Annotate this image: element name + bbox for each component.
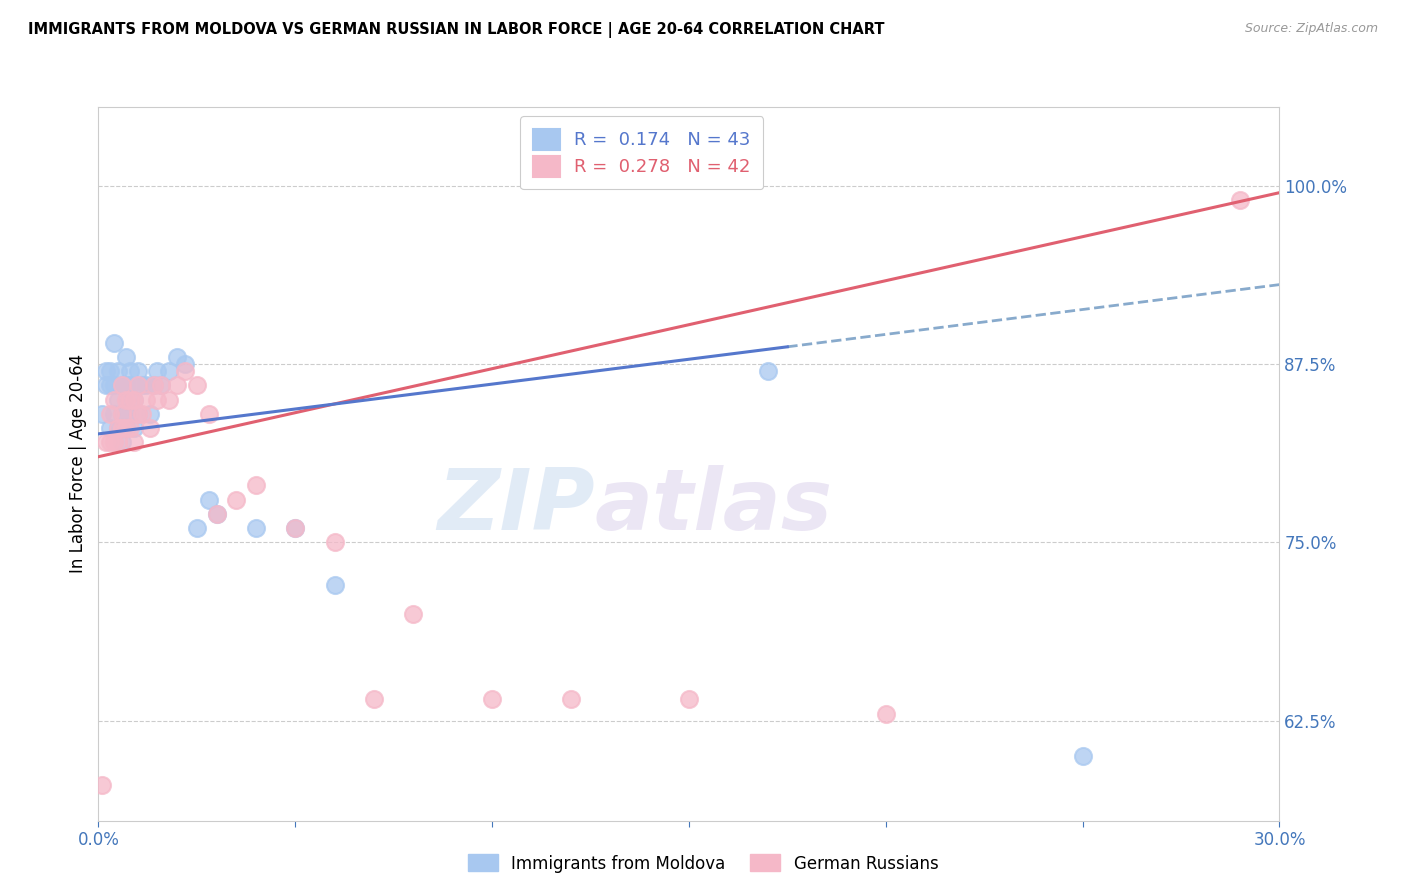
Point: [127, 364, 149, 378]
Point: [756, 364, 779, 378]
Text: ZIP: ZIP: [437, 465, 595, 549]
Point: [186, 521, 208, 535]
Point: [98, 407, 121, 421]
Point: [111, 435, 134, 450]
Point: [481, 692, 503, 706]
Point: [150, 378, 173, 392]
Point: [875, 706, 897, 721]
Point: [174, 357, 197, 371]
Point: [560, 692, 582, 706]
Point: [115, 421, 138, 435]
Point: [115, 350, 138, 364]
Point: [678, 692, 700, 706]
Point: [363, 692, 385, 706]
Legend: Immigrants from Moldova, German Russians: Immigrants from Moldova, German Russians: [461, 847, 945, 880]
Point: [115, 407, 138, 421]
Point: [115, 421, 138, 435]
Point: [138, 421, 160, 435]
Point: [111, 421, 134, 435]
Y-axis label: In Labor Force | Age 20-64: In Labor Force | Age 20-64: [69, 354, 87, 574]
Point: [166, 350, 188, 364]
Point: [197, 407, 219, 421]
Point: [122, 392, 145, 407]
Point: [284, 521, 307, 535]
Text: Source: ZipAtlas.com: Source: ZipAtlas.com: [1244, 22, 1378, 36]
Point: [174, 364, 197, 378]
Point: [98, 421, 121, 435]
Point: [103, 335, 125, 350]
Point: [107, 364, 129, 378]
Point: [111, 407, 134, 421]
Point: [118, 407, 141, 421]
Point: [96, 364, 118, 378]
Point: [118, 364, 141, 378]
Point: [122, 421, 145, 435]
Point: [225, 492, 247, 507]
Point: [98, 435, 121, 450]
Point: [115, 378, 138, 392]
Point: [111, 378, 134, 392]
Point: [135, 392, 157, 407]
Point: [146, 364, 169, 378]
Point: [91, 778, 114, 792]
Point: [98, 378, 121, 392]
Point: [103, 392, 125, 407]
Point: [111, 378, 134, 392]
Text: IMMIGRANTS FROM MOLDOVA VS GERMAN RUSSIAN IN LABOR FORCE | AGE 20-64 CORRELATION: IMMIGRANTS FROM MOLDOVA VS GERMAN RUSSIA…: [28, 22, 884, 38]
Point: [245, 521, 267, 535]
Point: [284, 521, 307, 535]
Point: [127, 407, 149, 421]
Legend: R =  0.174   N = 43, R =  0.278   N = 42: R = 0.174 N = 43, R = 0.278 N = 42: [520, 116, 763, 189]
Point: [142, 378, 165, 392]
Point: [107, 421, 129, 435]
Point: [323, 578, 346, 592]
Point: [146, 392, 169, 407]
Point: [205, 507, 228, 521]
Point: [197, 492, 219, 507]
Point: [107, 421, 129, 435]
Text: atlas: atlas: [595, 465, 832, 549]
Point: [111, 407, 134, 421]
Point: [103, 407, 125, 421]
Point: [122, 392, 145, 407]
Point: [166, 378, 188, 392]
Point: [323, 535, 346, 549]
Point: [127, 378, 149, 392]
Point: [122, 435, 145, 450]
Point: [118, 392, 141, 407]
Point: [135, 378, 157, 392]
Point: [157, 364, 180, 378]
Point: [131, 378, 153, 392]
Point: [245, 478, 267, 492]
Point: [205, 507, 228, 521]
Point: [131, 407, 153, 421]
Point: [1071, 749, 1094, 764]
Point: [186, 378, 208, 392]
Point: [115, 392, 138, 407]
Point: [157, 392, 180, 407]
Point: [118, 421, 141, 435]
Point: [91, 407, 114, 421]
Point: [402, 607, 425, 621]
Point: [142, 378, 165, 392]
Point: [1229, 193, 1251, 207]
Point: [118, 378, 141, 392]
Point: [127, 407, 149, 421]
Point: [103, 378, 125, 392]
Point: [138, 407, 160, 421]
Point: [107, 435, 129, 450]
Point: [96, 435, 118, 450]
Point: [107, 392, 129, 407]
Point: [103, 435, 125, 450]
Point: [98, 364, 121, 378]
Point: [96, 378, 118, 392]
Point: [150, 378, 173, 392]
